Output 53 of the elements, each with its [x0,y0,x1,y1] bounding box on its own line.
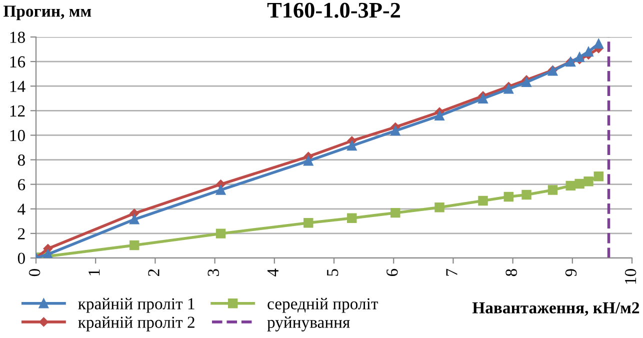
point [478,94,488,104]
x-tick-label: 10 [624,269,636,284]
point [304,156,314,166]
point [584,46,594,57]
point [434,202,444,212]
point [594,171,604,182]
y-tick-label: 8 [18,154,25,166]
chart-title: Т160-1.0-3Р-2 [267,2,400,18]
point [216,228,226,238]
point [584,176,594,186]
point [216,185,226,195]
point [347,213,357,223]
point [347,140,357,151]
y-tick-label: 4 [18,204,26,215]
x-tick-label: 1 [88,269,100,276]
x-tick-label: 0 [28,269,40,276]
point [304,218,314,228]
y-tick-label: 12 [10,105,25,116]
point [504,192,514,202]
y-tick-label: 16 [10,56,26,68]
y-tick-label: 10 [10,130,25,142]
point [574,178,584,189]
point [129,240,140,250]
legend-label: руйнування [267,316,350,332]
x-tick-label: 3 [208,269,219,276]
point [574,52,584,62]
y-axis-title: Прогин, мм [4,6,92,20]
y-tick-label: 6 [18,179,26,190]
point [594,38,604,49]
point [504,84,514,94]
y-tick-label: 2 [18,228,25,240]
x-tick-label: 7 [446,268,458,276]
legend-label: крайній проліт 1 [78,298,194,313]
point [390,126,400,136]
legend-label: середній проліт [268,298,378,313]
point [129,214,140,224]
point [548,185,558,195]
point [478,196,488,206]
point [390,208,400,218]
x-tick-label: 4 [267,268,278,276]
point [522,77,532,88]
y-tick-label: 14 [10,80,26,92]
x-tick-label: 2 [148,269,160,276]
y-tick-label: 18 [10,32,25,43]
point [434,110,444,121]
x-tick-label: 6 [386,268,398,276]
x-tick-label: 9 [565,269,577,276]
x-axis-title: Навантаження, кН/м2 [472,302,640,316]
legend-label: крайній проліт 2 [78,316,194,332]
y-tick-label: 0 [18,252,25,264]
x-tick-label: 8 [506,269,517,276]
point [522,190,532,200]
x-tick-label: 5 [327,269,338,276]
